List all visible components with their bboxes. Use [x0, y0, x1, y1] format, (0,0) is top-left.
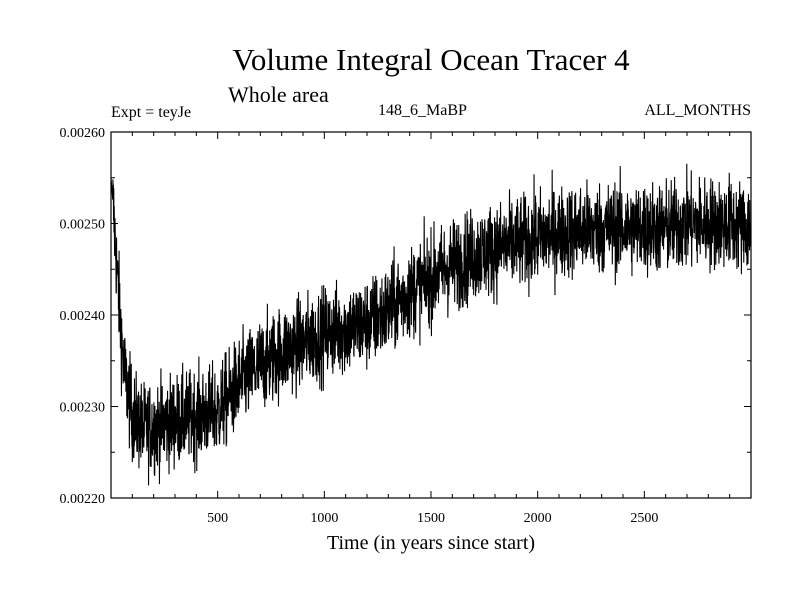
series-line-tracer-4 — [110, 163, 752, 486]
x-tick-label: 1000 — [310, 511, 338, 526]
x-tick-label: 2500 — [630, 511, 658, 526]
x-axis-label: Time (in years since start) — [326, 532, 536, 554]
y-tick-label: 0.00220 — [60, 492, 106, 507]
axis-layer: 0.00220 0.00230 0.00240 0.00250 0.00260 500 10… — [60, 126, 751, 526]
chart-subtitle: Whole area — [228, 82, 329, 107]
x-tick-label: 2000 — [524, 511, 552, 526]
y-tick-label: 0.00240 — [60, 309, 106, 324]
y-tick-label: 0.00260 — [60, 126, 106, 141]
data-layer — [110, 163, 752, 486]
x-tick-label: 500 — [207, 511, 228, 526]
y-tick-label: 0.00250 — [60, 218, 106, 233]
plot-frame — [110, 131, 752, 499]
x-tick-label: 1500 — [417, 511, 445, 526]
run-label: 148_6_MaBP — [378, 102, 467, 119]
months-label: ALL_MONTHS — [644, 102, 751, 119]
chart-title: Volume Integral Ocean Tracer 4 — [232, 42, 630, 77]
y-tick-label: 0.00230 — [60, 401, 106, 416]
experiment-label: Expt = teyJe — [111, 104, 192, 121]
